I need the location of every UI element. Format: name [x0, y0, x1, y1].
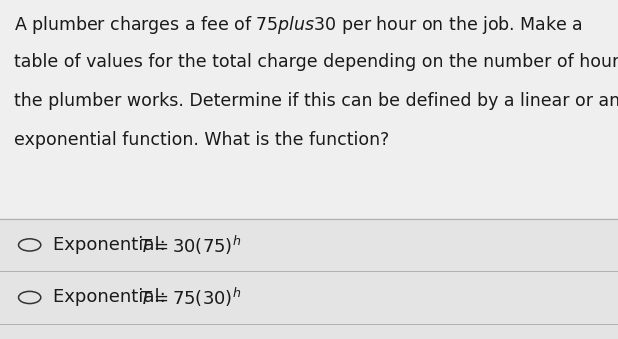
Bar [0, 219, 618, 339]
Text: Exponential:: Exponential: [53, 288, 171, 306]
Text: Exponential:: Exponential: [53, 236, 171, 254]
Text: the plumber works. Determine if this can be defined by a linear or an: the plumber works. Determine if this can… [14, 92, 618, 109]
Text: table of values for the total charge depending on the number of hours: table of values for the total charge dep… [14, 53, 618, 71]
Text: $T = 75(30)^h$: $T = 75(30)^h$ [139, 286, 242, 309]
Text: exponential function. What is the function?: exponential function. What is the functi… [14, 131, 389, 148]
Text: A plumber charges a fee of $75 plus $30 per hour on the job. Make a: A plumber charges a fee of $75 plus $30 … [14, 14, 582, 36]
Text: $T = 30(75)^h$: $T = 30(75)^h$ [139, 233, 242, 257]
